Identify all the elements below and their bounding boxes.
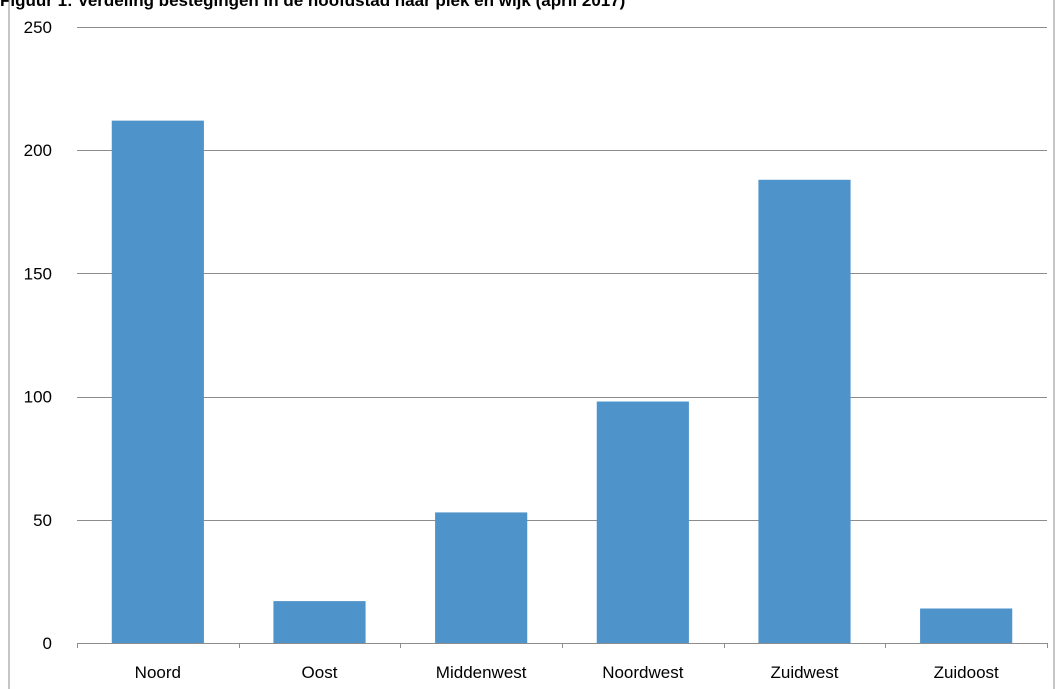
bar [596,401,689,643]
y-tick-label: 150 [24,264,52,283]
bar [758,179,851,643]
chart-title: Figuur 1: Verdeling bestegingen in de ho… [0,0,626,10]
y-tick-label: 0 [43,634,52,653]
bar [920,608,1013,643]
y-tick-label: 250 [24,18,52,37]
y-tick-label: 200 [24,141,52,160]
axes [8,0,1055,689]
x-tick-labels: Noord Oost Middenwest Noordwest Zuidwest Zuid… [135,663,999,682]
y-tick-label: 100 [24,388,52,407]
x-tick-label: Oost [302,663,338,682]
y-tick-label: 50 [33,511,52,530]
x-tick-label: Noordwest [602,663,684,682]
x-tick-label: Noord [135,663,181,682]
bar [435,512,528,643]
bars [111,120,1013,643]
x-tick-label: Middenwest [436,663,527,682]
bar [111,120,204,643]
x-tick-label: Zuidoost [934,663,999,682]
gridlines [77,27,1047,521]
x-tick-label: Zuidwest [770,663,838,682]
y-tick-labels: 0 50 100 150 200 250 [24,18,52,653]
bar [273,601,366,643]
